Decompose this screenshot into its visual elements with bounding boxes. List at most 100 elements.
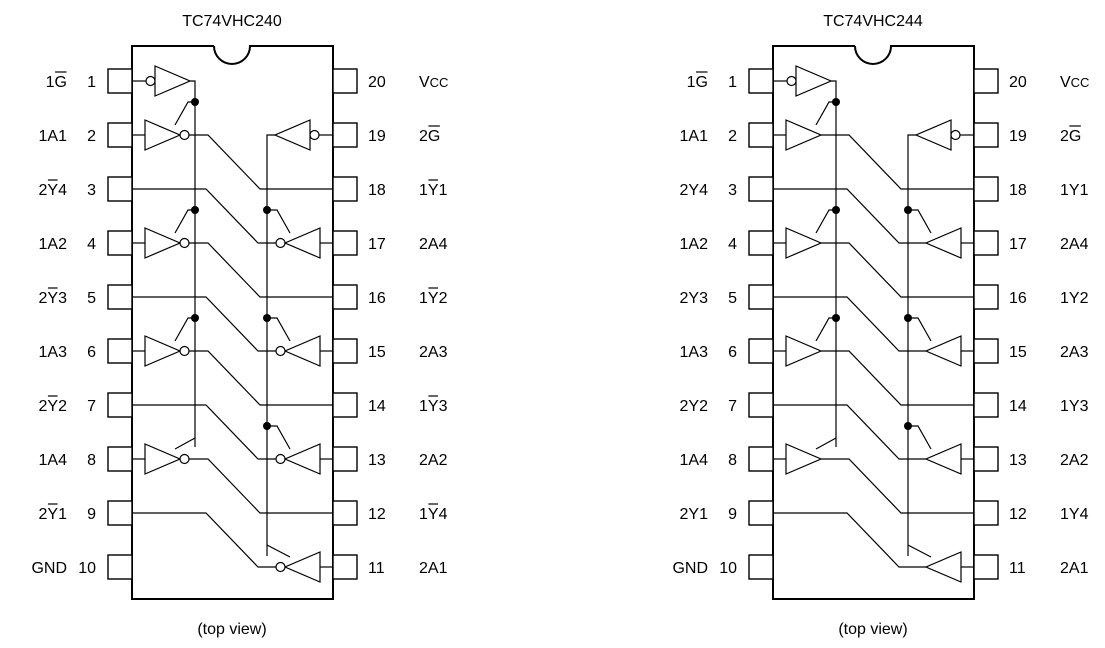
pin-right	[973, 500, 999, 526]
pin-right	[332, 392, 358, 418]
pin-left	[748, 230, 774, 256]
pin-number: 11	[368, 560, 385, 577]
buffer-left-icon	[283, 551, 321, 583]
pin-label: 1Y3	[1060, 398, 1089, 415]
pin-label: 1A3	[680, 344, 709, 361]
pin-label: 2A2	[419, 452, 448, 469]
pin-number: 8	[728, 452, 737, 469]
pin-number: 17	[1009, 236, 1027, 253]
pin-left	[107, 554, 133, 580]
enable-tap	[174, 317, 195, 342]
buffer-left-icon	[924, 227, 962, 259]
buffer-right-icon	[144, 335, 182, 367]
chip-title: TC74VHC240	[182, 13, 282, 30]
junction-dot	[263, 314, 271, 322]
pin-right	[332, 230, 358, 256]
enable-rail	[266, 134, 275, 556]
enable-tap	[267, 425, 291, 450]
chip-graphics: 1 1G 2 1A1 3 2Y4 4 1A2 5 2Y3 6 1A3 7 2Y2 8 1A4 9 2Y1 10 GND…	[31, 45, 448, 600]
pin-label: 2G	[419, 128, 440, 145]
wire	[189, 350, 333, 406]
pin-right	[973, 392, 999, 418]
inversion-bubble-icon	[275, 237, 286, 249]
wire	[773, 296, 926, 352]
pin-left	[748, 446, 774, 472]
buffer-left-icon	[924, 443, 962, 475]
pin-number: 7	[728, 398, 737, 415]
chip-tc74vhc240: TC74VHC240 (top view) 1 1G 2 1A1 3 2Y4 4 1A2 5 2Y…	[31, 13, 448, 638]
wire	[821, 242, 974, 298]
wire	[821, 350, 974, 406]
pin-number: 18	[1009, 182, 1027, 199]
pin-left	[107, 284, 133, 310]
chip-tc74vhc244: TC74VHC244 (top view) 1 1G 2 1A1 3 2Y4 4 1A2 5 2Y…	[672, 13, 1089, 638]
pin-number: 10	[78, 560, 96, 577]
wire	[773, 512, 926, 568]
chip-caption: (top view)	[838, 621, 907, 638]
pin-label: 1G	[687, 74, 708, 91]
pin-left	[107, 500, 133, 526]
pin-label: 2A1	[419, 560, 448, 577]
pin-right	[332, 122, 358, 148]
pin-label: 1A4	[680, 452, 709, 469]
pin-number: 1	[728, 74, 737, 91]
buffer-right-icon	[144, 119, 182, 151]
pin-number: 11	[1009, 560, 1026, 577]
buffer-right-icon	[785, 119, 823, 151]
pin-number: 15	[368, 344, 386, 361]
chip-title: TC74VHC244	[823, 13, 923, 30]
pin-left	[107, 338, 133, 364]
wire	[132, 296, 276, 352]
inversion-bubble-icon	[179, 453, 190, 465]
pin-label: 1G	[46, 74, 67, 91]
pin-label: 2Y1	[680, 506, 709, 523]
pin-label: 2Y2	[680, 398, 709, 415]
wire	[821, 134, 974, 190]
pin-label: 1Y4	[419, 506, 448, 523]
pin-label: 1A4	[39, 452, 68, 469]
pin-number: 3	[728, 182, 737, 199]
pin-right	[332, 338, 358, 364]
pin-label: 1A1	[39, 128, 68, 145]
enable-tap	[267, 317, 291, 342]
junction-dot	[904, 422, 912, 430]
pin-number: 15	[1009, 344, 1027, 361]
pin-label: 2A4	[1060, 236, 1089, 253]
pin-right	[973, 68, 999, 94]
inversion-bubble-icon	[145, 75, 156, 87]
pin-label: 2A1	[1060, 560, 1089, 577]
pin-number: 9	[87, 506, 96, 523]
pin-number: 16	[1009, 290, 1027, 307]
pin-number: 17	[368, 236, 386, 253]
pin-left	[107, 68, 133, 94]
junction-dot	[904, 314, 912, 322]
enable-buffer-icon	[914, 119, 952, 151]
inversion-bubble-icon	[950, 129, 961, 141]
inversion-bubble-icon	[179, 129, 190, 141]
pin-label: 1Y1	[1060, 182, 1089, 199]
pin-right	[973, 338, 999, 364]
pin-number: 13	[1009, 452, 1027, 469]
pin-label: 1A2	[680, 236, 709, 253]
enable-tap	[908, 317, 932, 342]
pin-number: 9	[728, 506, 737, 523]
buffer-right-icon	[785, 227, 823, 259]
buffer-right-icon	[785, 443, 823, 475]
pin-number: 20	[1009, 74, 1027, 91]
pin-right	[332, 554, 358, 580]
wire	[773, 188, 926, 244]
pin-left	[748, 122, 774, 148]
pin-label: 1Y2	[419, 290, 448, 307]
pin-label: 1Y3	[419, 398, 448, 415]
pin-number: 6	[87, 344, 96, 361]
pin-number: 10	[719, 560, 737, 577]
pin-number: 19	[1009, 128, 1027, 145]
inversion-bubble-icon	[275, 561, 286, 573]
pin-label: 2A2	[1060, 452, 1089, 469]
enable-buffer-icon	[154, 65, 192, 97]
wire	[773, 404, 926, 460]
junction-dot	[263, 206, 271, 214]
enable-rail	[907, 134, 916, 556]
pin-right	[332, 68, 358, 94]
pin-left	[107, 230, 133, 256]
